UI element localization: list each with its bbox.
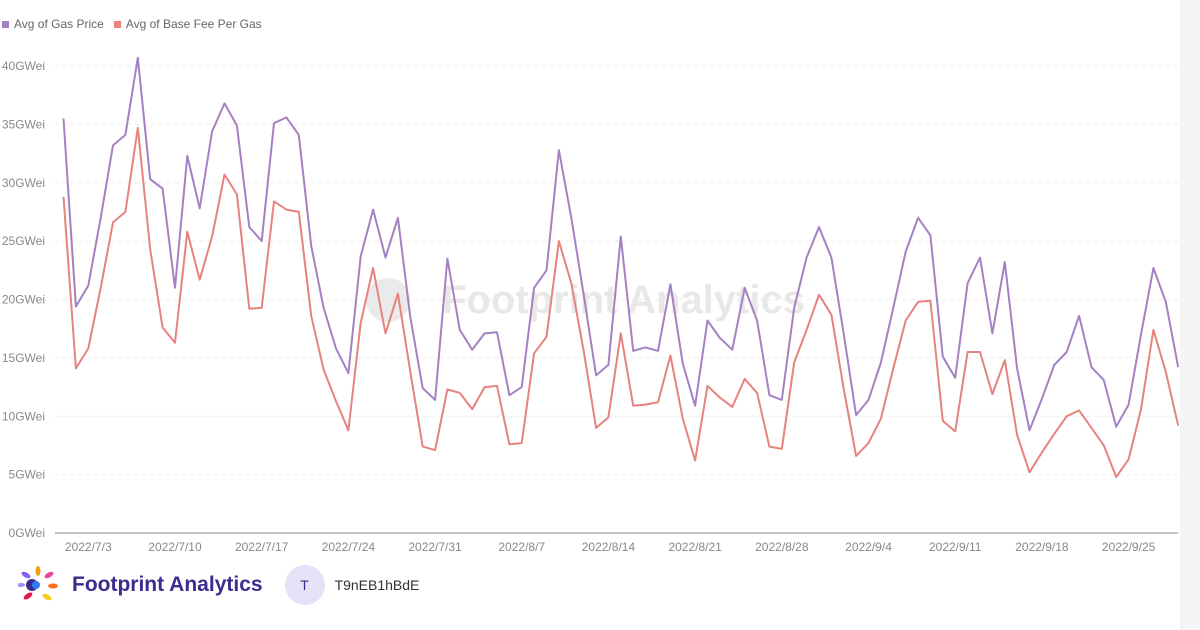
watermark-logo-icon (366, 278, 410, 322)
user-badge[interactable]: T T9nEB1hBdE (284, 565, 420, 605)
y-tick-label: 30GWei (2, 176, 45, 190)
legend-label-base-fee: Avg of Base Fee Per Gas (125, 17, 262, 31)
legend-swatch-base-fee (113, 20, 121, 28)
y-tick-label: 10GWei (2, 409, 45, 423)
y-tick-label: 0GWei (9, 526, 45, 540)
x-tick-label: 2022/9/18 (1015, 540, 1069, 554)
y-tick-label: 5GWei (9, 468, 45, 482)
y-tick-label: 40GWei (2, 59, 45, 73)
x-tick-label: 2022/7/10 (148, 540, 202, 554)
series-line-avg-of-gas-price[interactable] (62, 56, 1180, 432)
legend-label-gas-price: Avg of Gas Price (14, 17, 104, 31)
avatar: T (284, 565, 325, 605)
legend-swatch-gas-price (2, 20, 9, 28)
y-tick-label: 15GWei (2, 351, 45, 365)
y-tick-label: 20GWei (2, 293, 45, 307)
series-line-avg-of-base-fee-per-gas[interactable] (62, 126, 1180, 478)
x-tick-label: 2022/7/17 (235, 540, 289, 554)
watermark-text: Footprint Analytics (442, 278, 805, 322)
watermark: Footprint Analytics (366, 278, 805, 322)
x-tick-label: 2022/7/31 (408, 540, 462, 554)
y-axis-labels: 0GWei 5GWei 10GWei 15GWei 20GWei 25GWei 30GWei… (2, 59, 45, 540)
x-tick-label: 2022/8/28 (755, 540, 809, 554)
username: T9nEB1hBdE (334, 577, 420, 593)
x-tick-label: 2022/8/7 (498, 540, 545, 554)
y-tick-label: 35GWei (2, 117, 45, 131)
legend-item-base-fee[interactable]: Avg of Base Fee Per Gas (113, 17, 262, 31)
footprint-logo-icon (18, 566, 58, 601)
x-tick-label: 2022/9/4 (845, 540, 892, 554)
x-tick-label: 2022/9/11 (929, 540, 982, 554)
brand[interactable]: Footprint Analytics (18, 565, 263, 605)
scrollbar-strip[interactable] (1180, 0, 1200, 630)
x-tick-label: 2022/8/21 (668, 540, 722, 554)
grid-lines (55, 65, 1178, 476)
legend-item-gas-price[interactable]: Avg of Gas Price (2, 17, 104, 31)
y-tick-label: 25GWei (2, 234, 45, 248)
x-tick-label: 2022/8/14 (582, 540, 636, 554)
footer: Footprint Analytics T T9nEB1hBdE (18, 565, 419, 605)
x-axis-labels: 2022/7/3 2022/7/10 2022/7/17 2022/7/24 2022/… (65, 540, 1156, 554)
brand-name: Footprint Analytics (72, 573, 263, 596)
x-tick-label: 2022/7/24 (322, 540, 376, 554)
line-chart: Footprint Analytics 0GWei 5GWei 10GWei 15GW… (2, 56, 1180, 554)
x-tick-label: 2022/7/3 (65, 540, 112, 554)
x-tick-label: 2022/9/25 (1102, 540, 1156, 554)
series-lines (62, 56, 1180, 478)
chart-legend: Avg of Gas Price Avg of Base Fee Per Gas (2, 17, 262, 31)
